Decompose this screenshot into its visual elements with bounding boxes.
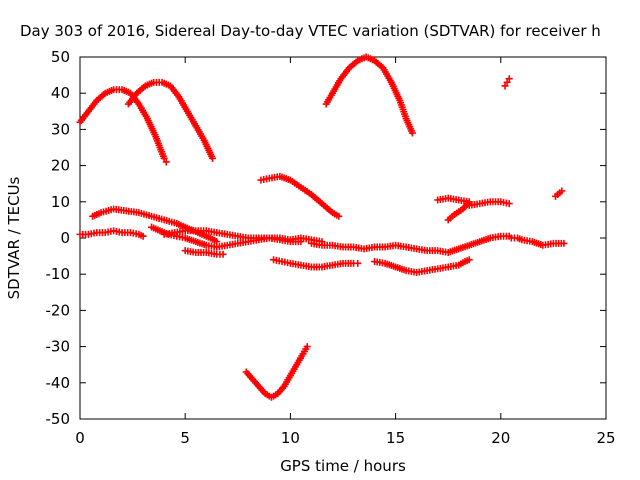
data-point-marker — [465, 256, 473, 264]
data-point-marker — [558, 187, 566, 195]
x-tick-label: 10 — [281, 429, 300, 447]
data-point-marker — [503, 78, 511, 86]
data-point-marker — [501, 82, 509, 90]
data-point-marker — [160, 154, 168, 162]
data-point-marker — [139, 232, 147, 240]
y-axis-label: SDTVAR / TECUs — [5, 176, 23, 299]
data-point-marker — [303, 343, 311, 351]
data-point-marker — [505, 200, 513, 208]
data-point-marker — [219, 250, 227, 258]
series-arc-17 — [507, 234, 568, 249]
data-point-marker — [335, 212, 343, 220]
y-axis-ticks: -50 -40 -30 -20 -10 0 10 20 30 40 50 — [46, 48, 606, 428]
x-axis-label: GPS time / hours — [280, 457, 406, 475]
y-tick-label: 30 — [51, 120, 70, 138]
x-tick-label: 20 — [491, 429, 510, 447]
series-arc-5 — [257, 172, 343, 220]
data-series — [76, 53, 568, 401]
x-tick-label: 0 — [75, 429, 85, 447]
data-point-marker — [408, 129, 416, 137]
y-tick-label: 40 — [51, 84, 70, 102]
data-point-marker — [162, 158, 170, 166]
y-tick-label: -10 — [46, 265, 71, 283]
x-axis-ticks: 0 5 10 15 20 25 — [75, 57, 616, 447]
series-arc-11 — [148, 223, 305, 251]
y-tick-label: 10 — [51, 193, 70, 211]
series-arc-8 — [552, 187, 566, 200]
series-arc-15 — [270, 256, 362, 271]
series-arc-3 — [322, 53, 416, 137]
series-arc-18 — [242, 343, 311, 401]
data-point-marker — [505, 75, 513, 83]
series-arc-13 — [181, 247, 227, 258]
series-arc-4 — [501, 75, 513, 90]
y-tick-label: -30 — [46, 338, 71, 356]
y-tick-label: 20 — [51, 157, 70, 175]
data-point-marker — [354, 259, 362, 267]
data-point-marker — [444, 216, 452, 224]
series-arc-9 — [89, 205, 221, 246]
y-tick-label: 50 — [51, 48, 70, 66]
series-arc-7 — [465, 198, 513, 209]
series-arc-1 — [76, 86, 170, 166]
chart-title: Day 303 of 2016, Sidereal Day-to-day VTE… — [20, 22, 601, 40]
series-arc-10 — [76, 227, 147, 240]
x-tick-label: 15 — [386, 429, 405, 447]
series-arc-16 — [371, 256, 473, 276]
series-arc-2 — [124, 78, 217, 162]
x-tick-label: 5 — [180, 429, 190, 447]
x-tick-label: 25 — [596, 429, 615, 447]
data-point-marker — [209, 154, 217, 162]
data-point-marker — [560, 239, 568, 247]
y-tick-label: -40 — [46, 374, 71, 392]
series-arc-14 — [307, 232, 513, 256]
y-tick-label: 0 — [60, 229, 70, 247]
series-arc-6 — [434, 194, 473, 224]
y-tick-label: -50 — [46, 410, 71, 428]
y-tick-label: -20 — [46, 301, 71, 319]
